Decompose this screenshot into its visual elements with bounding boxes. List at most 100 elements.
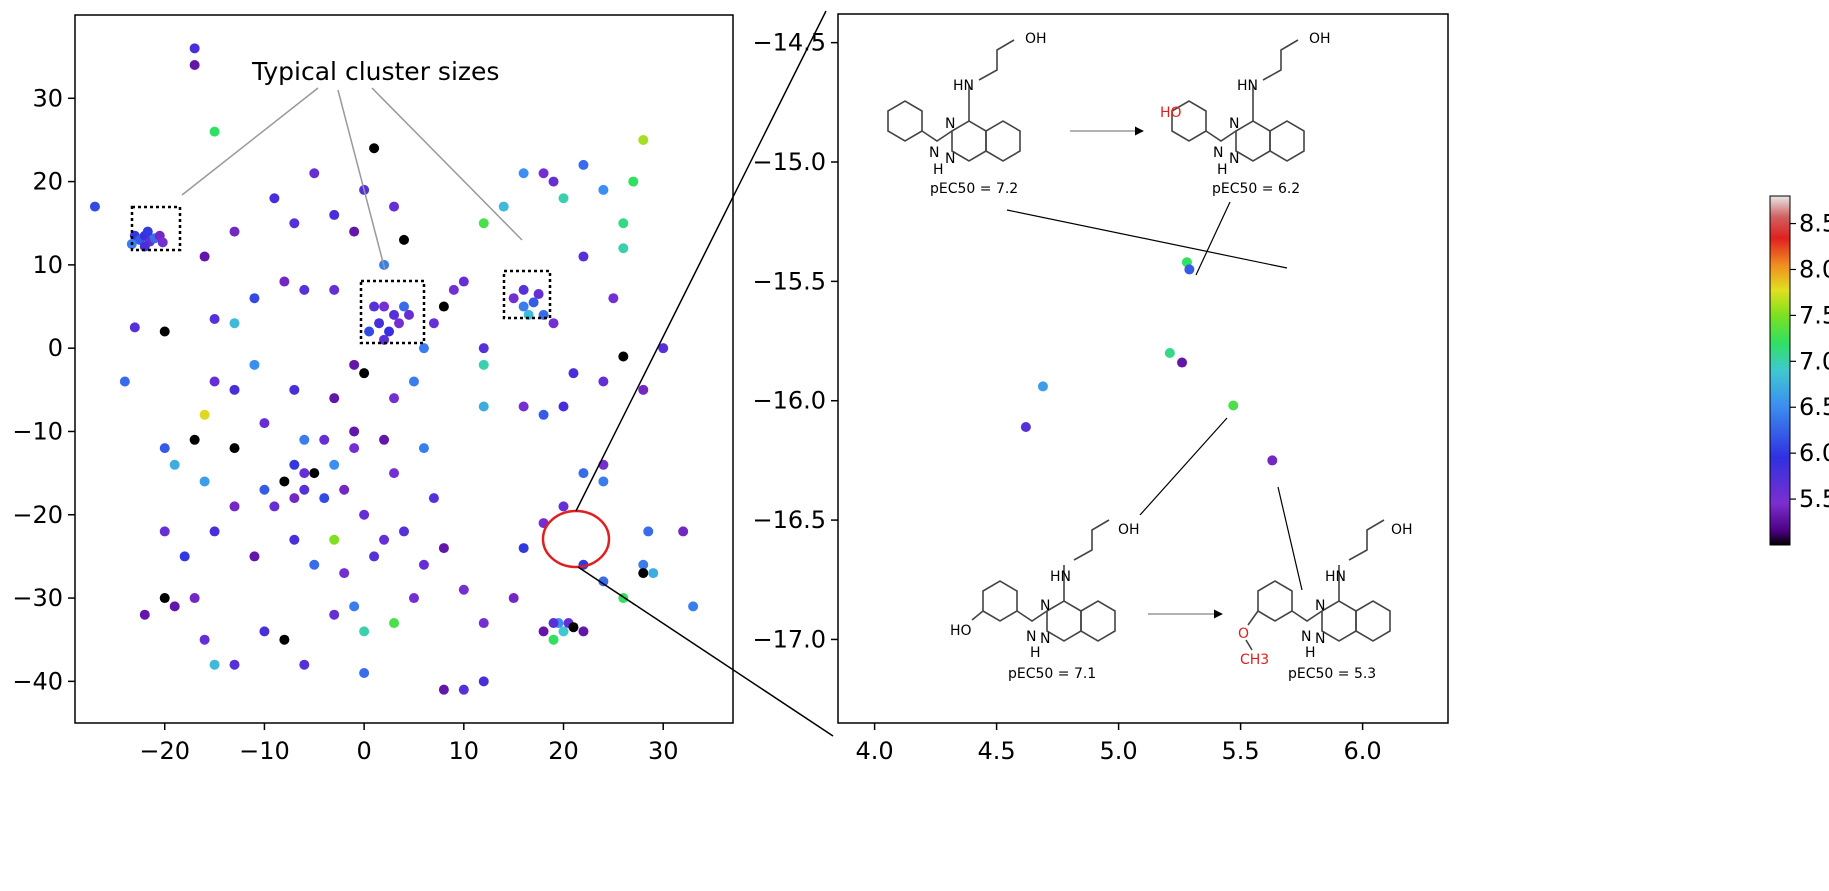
left-data-point xyxy=(299,284,310,295)
left-data-point xyxy=(379,301,390,312)
svg-text:HN: HN xyxy=(1237,78,1258,94)
left-data-point xyxy=(408,376,419,387)
left-data-point xyxy=(478,218,489,229)
left-data-point xyxy=(279,634,290,645)
svg-text:HN: HN xyxy=(1050,569,1071,585)
left-data-point xyxy=(129,322,140,333)
left-data-point xyxy=(209,659,220,670)
left-data-point xyxy=(169,601,180,612)
left-data-point xyxy=(389,201,400,212)
left-data-point xyxy=(538,409,549,420)
left-data-point xyxy=(578,468,589,479)
left-data-point xyxy=(518,301,529,312)
left-data-point xyxy=(399,526,409,537)
right-data-point xyxy=(1267,455,1278,466)
left-data-point xyxy=(558,401,569,412)
right-x-ticks: 4.0 4.5 5.0 5.5 6.0 xyxy=(856,723,1382,765)
right-data-point xyxy=(1164,347,1175,358)
svg-text:HO: HO xyxy=(950,623,972,639)
left-data-point xyxy=(89,201,100,212)
left-data-point xyxy=(548,176,559,187)
left-data-point xyxy=(329,459,340,470)
left-data-point xyxy=(249,551,260,562)
molecule-4-label: pEC50 = 5.3 xyxy=(1288,666,1376,682)
left-data-point xyxy=(438,301,449,312)
colorbar-tick-label: 7.0 xyxy=(1799,347,1829,375)
left-data-point xyxy=(259,418,270,429)
left-data-point xyxy=(379,434,390,445)
svg-text:H: H xyxy=(1305,645,1316,661)
left-data-point xyxy=(229,659,240,670)
left-x-ticks: −20 −10 0 10 20 30 xyxy=(139,723,678,765)
annotation-pointer-1 xyxy=(181,87,319,196)
left-data-point xyxy=(159,326,170,337)
left-data-point xyxy=(259,626,270,637)
svg-text:N: N xyxy=(1315,631,1325,647)
left-data-point xyxy=(209,376,220,387)
left-data-point xyxy=(359,668,370,679)
left-data-point xyxy=(209,314,220,325)
right-x-tick-label: 5.5 xyxy=(1222,737,1260,765)
left-data-point xyxy=(374,318,385,329)
right-scatter-points xyxy=(1020,257,1278,466)
left-data-point xyxy=(279,476,290,487)
zoom-line-top xyxy=(575,10,827,512)
left-data-point xyxy=(638,559,649,570)
svg-text:N: N xyxy=(1040,598,1050,614)
mol-connector-2 xyxy=(1195,201,1231,276)
left-data-point xyxy=(289,459,300,470)
left-data-point xyxy=(688,601,699,612)
colorbar-tick-label: 6.5 xyxy=(1799,393,1829,421)
left-data-point xyxy=(648,568,659,579)
left-y-tick-label: −40 xyxy=(12,667,63,695)
left-data-point xyxy=(189,43,200,54)
left-data-point xyxy=(478,618,489,629)
left-data-point xyxy=(448,284,459,295)
molecule-1: OH HN N N N H pEC50 = 7.2 xyxy=(887,31,1047,197)
left-y-tick-label: 30 xyxy=(32,84,63,112)
left-data-point xyxy=(578,251,589,262)
left-data-point xyxy=(478,676,489,687)
left-data-point xyxy=(548,618,559,629)
right-x-tick-label: 6.0 xyxy=(1344,737,1382,765)
left-data-point xyxy=(598,576,609,587)
left-data-point xyxy=(159,593,170,604)
annotation-typical-cluster-sizes: Typical cluster sizes xyxy=(251,57,499,86)
right-y-tick-label: −16.5 xyxy=(752,506,826,534)
left-data-point xyxy=(598,376,609,387)
left-data-point xyxy=(299,659,310,670)
left-data-point xyxy=(403,309,414,320)
left-data-point xyxy=(643,526,654,537)
left-data-point xyxy=(458,584,469,595)
svg-text:N: N xyxy=(1213,145,1223,161)
left-data-point xyxy=(289,493,300,504)
left-data-point xyxy=(428,493,439,504)
left-data-point xyxy=(199,251,210,262)
left-data-point xyxy=(339,568,350,579)
left-data-point xyxy=(229,384,240,395)
left-data-point xyxy=(399,301,409,312)
left-data-point xyxy=(369,143,380,154)
left-data-point xyxy=(568,622,579,633)
left-data-point xyxy=(229,443,240,454)
left-data-point xyxy=(229,501,240,512)
left-data-point xyxy=(269,193,280,204)
svg-text:N: N xyxy=(1026,629,1036,645)
left-data-point xyxy=(538,626,549,637)
mol-connector-1 xyxy=(1006,209,1288,269)
left-data-point xyxy=(438,684,449,695)
left-data-point xyxy=(349,226,360,237)
left-data-point xyxy=(319,434,330,445)
svg-text:H: H xyxy=(933,162,944,178)
left-data-point xyxy=(399,234,409,245)
left-data-point xyxy=(157,237,168,248)
cluster-box-3 xyxy=(502,269,552,320)
left-data-point xyxy=(598,476,609,487)
right-axes-frame xyxy=(837,13,1449,724)
left-data-point xyxy=(438,543,449,554)
right-x-tick-label: 4.0 xyxy=(856,737,894,765)
left-data-point xyxy=(518,168,529,179)
left-data-point xyxy=(558,501,569,512)
left-data-point xyxy=(209,126,220,137)
